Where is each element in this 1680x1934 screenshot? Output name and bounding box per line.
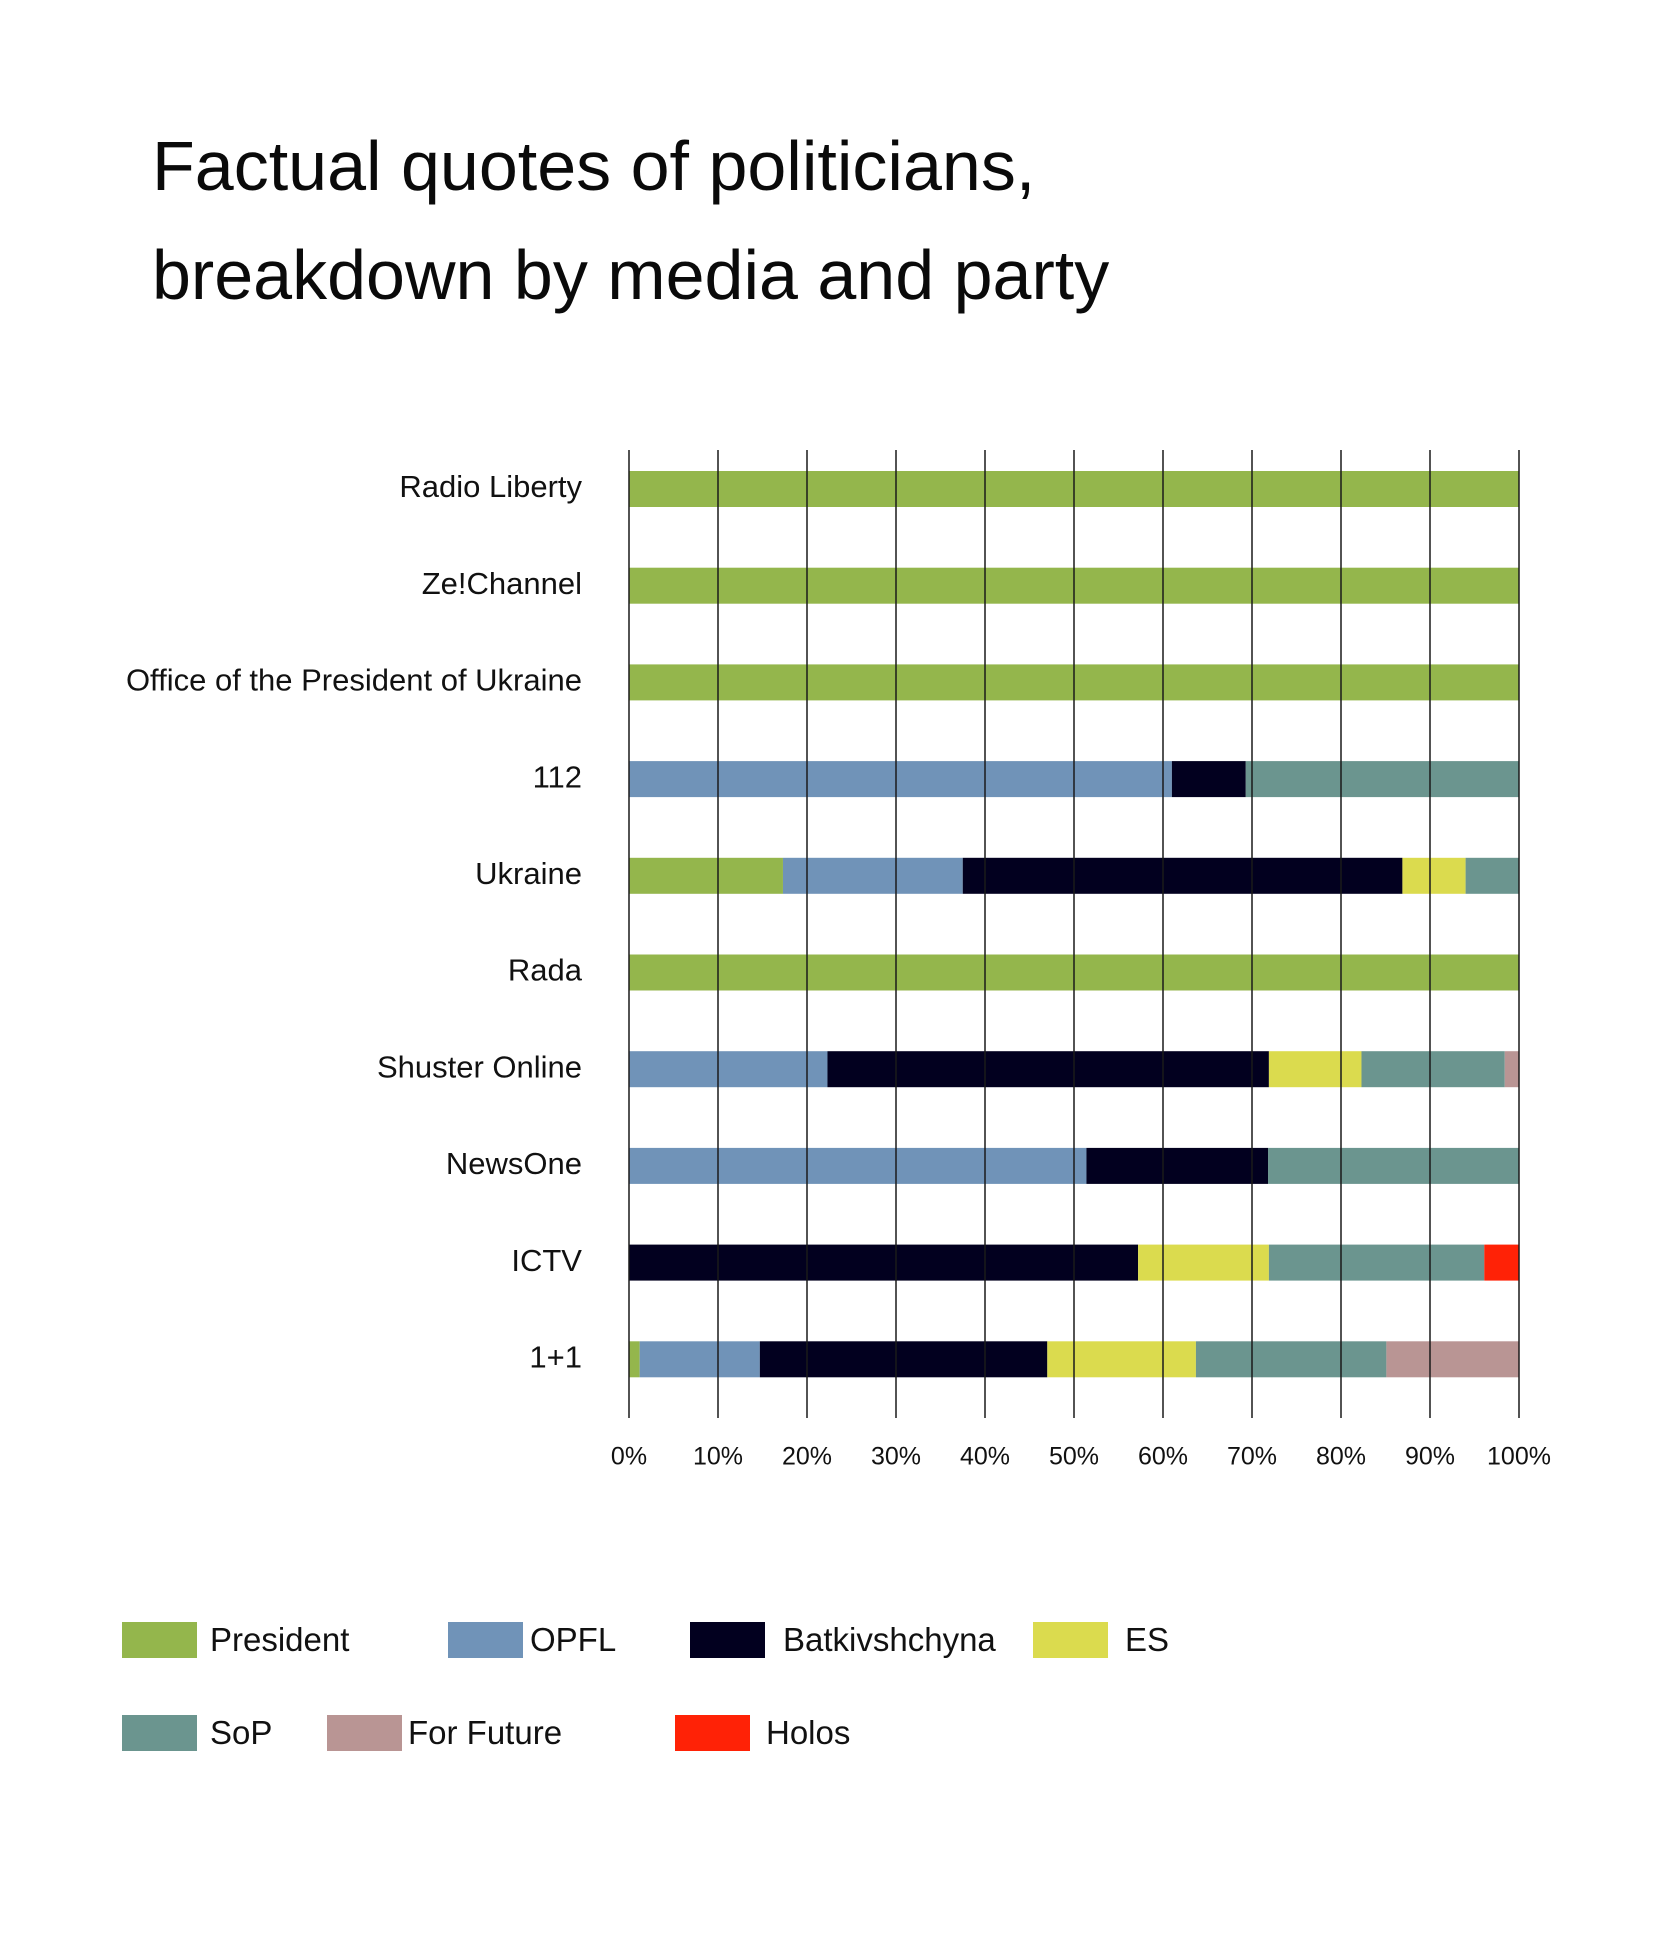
bar-segment bbox=[1047, 1341, 1196, 1378]
legend-label: ES bbox=[1125, 1621, 1170, 1658]
x-tick-label: 80% bbox=[1316, 1443, 1366, 1471]
bar-segment bbox=[782, 857, 963, 894]
bar-segment bbox=[1268, 1244, 1485, 1281]
x-tick-label: 40% bbox=[960, 1443, 1010, 1471]
x-tick-label: 10% bbox=[693, 1443, 743, 1471]
legend-swatch bbox=[690, 1622, 765, 1658]
x-tick-label: 30% bbox=[871, 1443, 921, 1471]
bar-segment bbox=[1386, 1341, 1519, 1378]
bar-segment bbox=[1504, 1051, 1519, 1088]
bar-segment bbox=[629, 1244, 1139, 1281]
legend-label: Batkivshchyna bbox=[783, 1621, 996, 1658]
bar-segment bbox=[1171, 761, 1246, 798]
bar-segment bbox=[827, 1051, 1269, 1088]
x-tick-label: 0% bbox=[611, 1443, 647, 1471]
category-label: Rada bbox=[508, 953, 583, 988]
bar-segment bbox=[1195, 1341, 1387, 1378]
category-label: NewsOne bbox=[446, 1146, 582, 1181]
legend-swatch bbox=[675, 1715, 750, 1751]
legend-swatch bbox=[327, 1715, 402, 1751]
bar-segment bbox=[629, 761, 1172, 798]
bar-segment bbox=[1361, 1051, 1505, 1088]
chart-title-line-2: breakdown by media and party bbox=[152, 236, 1110, 314]
legend-label: SoP bbox=[210, 1714, 273, 1751]
bar-segment bbox=[629, 1147, 1087, 1184]
chart-title-line-1: Factual quotes of politicians, bbox=[152, 127, 1036, 205]
x-tick-label: 90% bbox=[1405, 1443, 1455, 1471]
category-label: Ze!Channel bbox=[422, 566, 582, 601]
legend-label: For Future bbox=[408, 1714, 563, 1751]
bar-segment bbox=[1245, 761, 1519, 798]
bar-segment bbox=[1268, 1147, 1519, 1184]
bar-segment bbox=[629, 1341, 640, 1378]
bar-segment bbox=[1268, 1051, 1362, 1088]
bar-segment bbox=[629, 857, 783, 894]
bar-segment bbox=[759, 1341, 1048, 1378]
legend-label: Holos bbox=[766, 1714, 851, 1751]
category-label: ICTV bbox=[511, 1243, 582, 1278]
legend-swatch bbox=[1033, 1622, 1108, 1658]
category-label: Radio Liberty bbox=[399, 469, 582, 504]
bar-segment bbox=[962, 857, 1403, 894]
chart-title: Factual quotes of politicians, breakdown… bbox=[152, 112, 1109, 330]
category-label: 112 bbox=[533, 759, 582, 794]
bar-segment bbox=[1086, 1147, 1269, 1184]
legend-swatch bbox=[122, 1622, 197, 1658]
legend-label: OPFL bbox=[530, 1621, 617, 1658]
x-tick-label: 20% bbox=[782, 1443, 832, 1471]
bar-segment bbox=[629, 1051, 828, 1088]
category-label: Office of the President of Ukraine bbox=[126, 663, 582, 698]
x-tick-label: 70% bbox=[1227, 1443, 1277, 1471]
x-tick-label: 100% bbox=[1487, 1443, 1551, 1471]
legend-label: President bbox=[210, 1621, 350, 1658]
bar-segment bbox=[1402, 857, 1466, 894]
bar-segment bbox=[1484, 1244, 1519, 1281]
category-label: Shuster Online bbox=[377, 1049, 582, 1084]
legend-swatch bbox=[448, 1622, 523, 1658]
x-tick-label: 50% bbox=[1049, 1443, 1099, 1471]
x-tick-label: 60% bbox=[1138, 1443, 1188, 1471]
bar-segment bbox=[1138, 1244, 1269, 1281]
bar-segment bbox=[1465, 857, 1519, 894]
legend-swatch bbox=[122, 1715, 197, 1751]
category-label: 1+1 bbox=[529, 1339, 582, 1374]
category-label: Ukraine bbox=[475, 856, 582, 891]
bar-segment bbox=[639, 1341, 760, 1378]
